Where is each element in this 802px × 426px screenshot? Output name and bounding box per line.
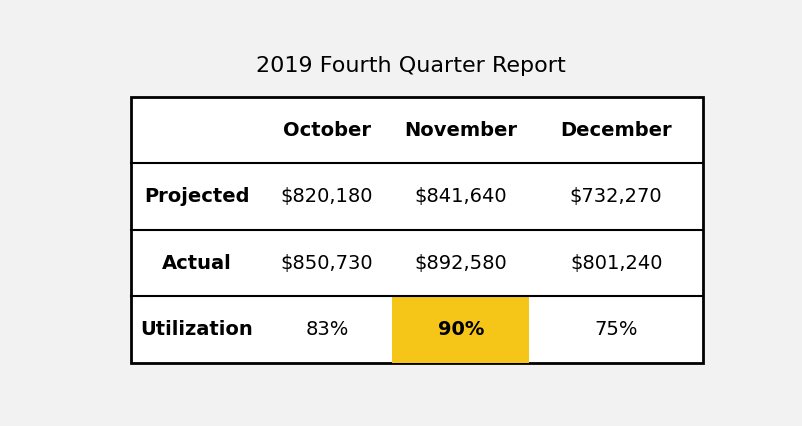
Text: December: December: [561, 121, 672, 140]
Text: $892,580: $892,580: [415, 253, 507, 273]
Bar: [392, 296, 529, 363]
Text: November: November: [404, 121, 517, 140]
Bar: [132, 97, 703, 363]
Text: $801,240: $801,240: [570, 253, 662, 273]
Text: 83%: 83%: [306, 320, 349, 339]
Text: $841,640: $841,640: [415, 187, 507, 206]
Text: 2019 Fourth Quarter Report: 2019 Fourth Quarter Report: [256, 56, 566, 76]
Text: Projected: Projected: [144, 187, 249, 206]
Text: $820,180: $820,180: [281, 187, 374, 206]
Text: $850,730: $850,730: [281, 253, 374, 273]
Text: Utilization: Utilization: [140, 320, 253, 339]
Text: Actual: Actual: [162, 253, 232, 273]
Text: 90%: 90%: [438, 320, 484, 339]
Text: $732,270: $732,270: [570, 187, 662, 206]
Text: 75%: 75%: [594, 320, 638, 339]
Text: October: October: [283, 121, 371, 140]
